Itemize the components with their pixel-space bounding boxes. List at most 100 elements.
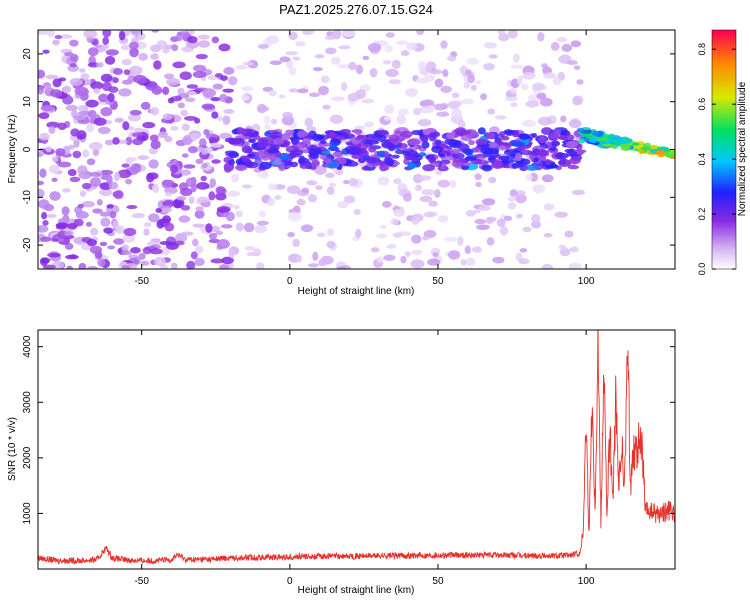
heatmap-cell [474,209,481,214]
heatmap-cell [201,148,208,155]
heatmap-cell [42,264,56,269]
heatmap-cell [391,154,400,159]
heatmap-cell [448,138,457,147]
heatmap-cell [169,164,179,174]
heatmap-cell [38,199,50,209]
heatmap-cell [470,84,477,91]
heatmap-cell [211,159,221,164]
heatmap-cell [428,200,438,207]
heatmap-cell [246,153,256,158]
heatmap-cell [353,208,361,216]
heatmap-cell [216,206,231,213]
y-tick-label: 3000 [22,391,33,414]
heatmap-cell [150,107,160,116]
heatmap-cell [184,115,198,121]
heatmap-cell [296,254,303,263]
heatmap-cell [93,87,101,94]
heatmap-cell [243,222,255,233]
heatmap-cell [342,133,356,140]
heatmap-cell [125,136,133,146]
heatmap-cell [50,237,59,242]
heatmap-cell [245,148,253,154]
heatmap-cell [268,148,279,154]
heatmap-cell [281,133,291,141]
heatmap-cell [458,119,466,130]
heatmap-cell [385,68,399,77]
heatmap-cell [493,159,501,167]
heatmap-cell [177,31,190,36]
heatmap-cell [223,66,235,75]
heatmap-cell [218,43,231,52]
heatmap-cell [79,68,86,73]
heatmap-cell [668,153,675,158]
heatmap-cell [507,202,517,210]
heatmap-cell [376,256,384,263]
heatmap-cell [45,146,52,153]
heatmap-cell [602,143,614,147]
heatmap-cell [125,157,134,165]
heatmap-cell [164,192,173,197]
heatmap-cell [348,148,357,153]
heatmap-cell [474,173,482,181]
heatmap-cell [190,176,197,185]
heatmap-cell [38,112,50,120]
heatmap-cell [369,68,378,78]
heatmap-cell [38,30,48,36]
heatmap-cell [332,30,342,39]
heatmap-cell [507,196,516,202]
heatmap-cell [478,205,491,211]
heatmap-cell [89,171,102,177]
heatmap-cell [120,44,132,51]
heatmap-cell [151,85,163,95]
heatmap-cell [77,203,85,209]
heatmap-cell [222,115,231,126]
spectrogram-y-ticks: -20 -10 0 10 20 [22,48,675,252]
heatmap-cell [559,247,571,257]
heatmap-cell [47,252,61,258]
heatmap-cell [488,176,497,184]
heatmap-cell [599,137,610,141]
colorbar-label: Normalized spectral amplitude [737,81,748,216]
snr-series [38,330,675,566]
heatmap-cell [573,65,581,71]
heatmap-cell [537,116,552,126]
heatmap-cell [274,158,282,165]
heatmap-cell [67,223,78,230]
heatmap-cell [457,236,464,246]
heatmap-cell [516,213,523,219]
heatmap-cell [248,138,256,144]
heatmap-cell [187,36,198,44]
heatmap-cell [150,139,161,150]
heatmap-cell [486,132,496,140]
heatmap-cell [532,184,546,194]
heatmap-cell [361,98,375,104]
heatmap-cell [488,155,496,164]
heatmap-cell [451,108,463,118]
heatmap-cell [278,94,286,99]
heatmap-cell [301,187,310,194]
heatmap-cell [320,75,330,84]
heatmap-cell [431,145,443,154]
heatmap-cell [367,42,382,53]
heatmap-cell [99,169,109,180]
heatmap-cell [474,218,487,225]
heatmap-cell [132,138,144,146]
x-tick-label: 100 [578,276,595,287]
spectrogram-x-axis-label: Height of straight line (km) [298,286,415,297]
heatmap-cell [57,161,72,168]
heatmap-cell [208,238,221,244]
heatmap-cell [196,196,210,203]
heatmap-cell [69,176,81,183]
heatmap-cell [129,109,142,116]
heatmap-cell [155,208,163,214]
heatmap-cell [77,165,88,175]
heatmap-cell [304,117,314,128]
heatmap-cell [192,223,205,228]
heatmap-cell [348,178,358,187]
heatmap-cell [324,158,332,164]
heatmap-cell [326,228,334,237]
heatmap-cell [273,137,285,145]
heatmap-cell [324,47,337,55]
heatmap-cell [52,78,62,88]
heatmap-cell [498,155,510,161]
